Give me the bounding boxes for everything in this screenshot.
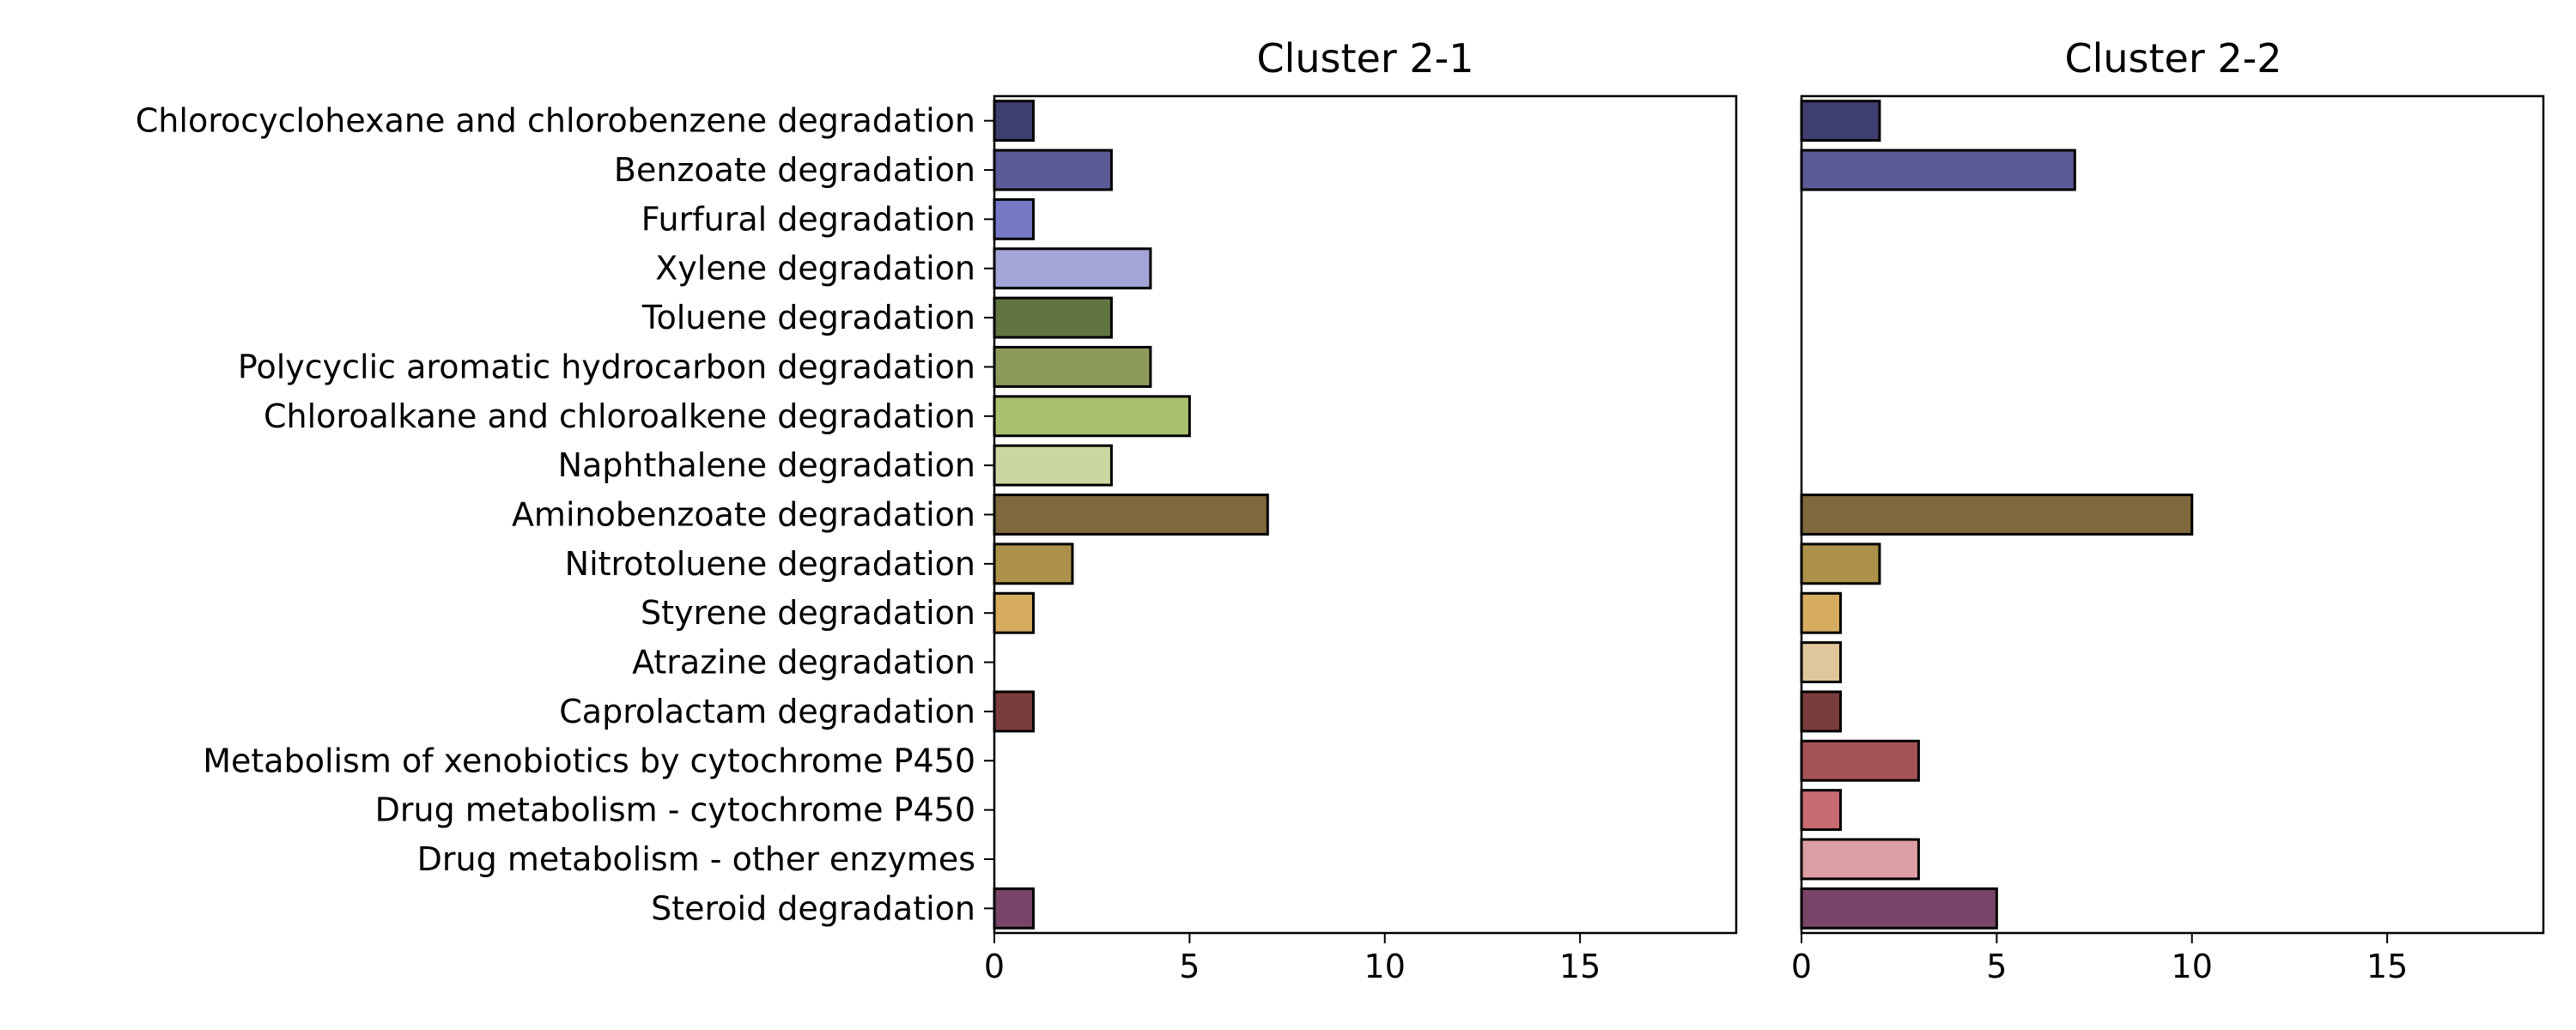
x-tick-label: 5 <box>1179 948 1200 985</box>
axes-frame <box>1800 94 2545 935</box>
bar <box>1800 641 1842 684</box>
category-label: Xylene degradation <box>655 250 975 288</box>
x-tick-label: 0 <box>984 948 1005 985</box>
x-tick-label: 15 <box>2366 948 2408 985</box>
bar <box>993 346 1152 388</box>
bar <box>1800 494 2194 536</box>
bar <box>993 690 1035 733</box>
category-label: Chlorocyclohexane and chlorobenzene degr… <box>136 102 975 140</box>
bar <box>1800 887 1998 930</box>
bar <box>993 542 1074 585</box>
bar <box>993 444 1113 487</box>
category-labels: Chlorocyclohexane and chlorobenzene degr… <box>136 102 994 927</box>
x-tick-label: 15 <box>1559 948 1601 985</box>
bar <box>1800 100 1881 142</box>
category-label: Toluene degradation <box>641 299 975 336</box>
panel-title: Cluster 2-2 <box>2064 35 2281 82</box>
category-label: Atrazine degradation <box>632 644 975 682</box>
bar <box>993 395 1191 438</box>
category-label: Nitrotoluene degradation <box>565 545 975 583</box>
category-label: Drug metabolism - other enzymes <box>417 840 975 878</box>
category-label: Aminobenzoate degradation <box>512 496 975 534</box>
panel-cluster-2-2: Cluster 2-2 0 5 10 15 <box>1791 35 2545 985</box>
bar <box>993 591 1035 634</box>
x-tick-label: 0 <box>1791 948 1812 985</box>
bar <box>993 197 1035 240</box>
x-tick-label: 10 <box>1364 948 1406 985</box>
bar <box>1800 542 1881 585</box>
bar <box>1800 591 1842 634</box>
bar <box>1800 148 2076 191</box>
category-label: Naphthalene degradation <box>558 446 975 484</box>
category-label: Metabolism of xenobiotics by cytochrome … <box>203 742 975 779</box>
category-label: Drug metabolism - cytochrome P450 <box>375 791 975 829</box>
category-label: Chloroalkane and chloroalkene degradatio… <box>264 397 975 435</box>
bar <box>993 247 1152 290</box>
axes-frame <box>993 94 1738 935</box>
panel-cluster-2-1: Cluster 2-1 0 5 10 15 <box>984 35 1738 985</box>
category-label: Furfural degradation <box>641 200 975 238</box>
panel-title: Cluster 2-1 <box>1256 35 1473 82</box>
bar <box>1800 739 1920 782</box>
category-label: Polycyclic aromatic hydrocarbon degradat… <box>238 348 975 385</box>
category-label: Styrene degradation <box>641 594 975 632</box>
category-label: Steroid degradation <box>651 889 975 927</box>
bar <box>993 494 1269 536</box>
category-label: Caprolactam degradation <box>559 693 975 730</box>
bar <box>993 148 1113 191</box>
bar <box>993 296 1113 339</box>
bar <box>993 887 1035 930</box>
x-tick-label: 10 <box>2172 948 2213 985</box>
x-tick-label: 5 <box>1986 948 2007 985</box>
category-label: Benzoate degradation <box>614 151 975 189</box>
bar <box>1800 838 1920 881</box>
bar <box>993 100 1035 142</box>
bar <box>1800 789 1842 832</box>
bar <box>1800 690 1842 733</box>
